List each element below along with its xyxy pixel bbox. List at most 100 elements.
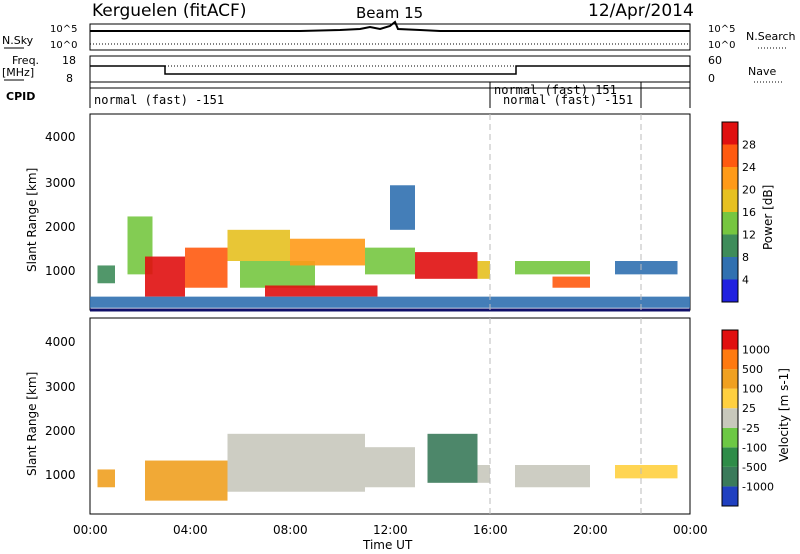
power-echo-region-8 xyxy=(365,247,415,275)
power-echo-region-12 xyxy=(515,261,590,275)
cpid-segment-3: normal (fast) -151 xyxy=(503,93,633,107)
xtick-0800: 08:00 xyxy=(273,523,308,537)
power-colorbar-swatch-0 xyxy=(722,279,738,302)
station-title: Kerguelen (fitACF) xyxy=(92,1,246,21)
velocity-colorbar-swatch-7 xyxy=(722,349,738,370)
power-colorbar-tick: 8 xyxy=(742,251,749,264)
power-echo-region-6 xyxy=(265,285,378,297)
velocity-colorbar-swatch-0 xyxy=(722,486,738,506)
velocity-echo-region-3 xyxy=(365,447,415,488)
beam-title: Beam 15 xyxy=(356,4,423,22)
power-colorbar-tick: 4 xyxy=(742,274,749,287)
freq-tick-bottom: 8 xyxy=(66,72,73,85)
velocity-echo-region-6 xyxy=(515,465,590,488)
velocity-ytick-2000: 2000 xyxy=(45,424,76,438)
velocity-colorbar-tick: -25 xyxy=(742,422,760,435)
power-echo-region-9 xyxy=(415,252,478,279)
power-ytick-3000: 3000 xyxy=(45,176,76,190)
power-echo-region-14 xyxy=(615,261,678,275)
velocity-colorbar-tick: 25 xyxy=(742,402,756,415)
xlabel: Time UT xyxy=(362,538,413,552)
power-colorbar-swatch-3 xyxy=(722,212,738,235)
freq-trace xyxy=(90,65,690,75)
power-colorbar-swatch-4 xyxy=(722,189,738,212)
nsky-label: N.Sky xyxy=(2,34,34,47)
power-colorbar-swatch-2 xyxy=(722,234,738,257)
nsearch-tick-bottom: 10^0 xyxy=(708,40,735,51)
velocity-colorbar-swatch-6 xyxy=(722,369,738,389)
power-colorbar: 4 8 12 16 20 24 28 xyxy=(721,121,756,303)
velocity-colorbar: 1000 500 100 25 -25 -100 -500 -1000 xyxy=(721,329,774,507)
power-echo-region-3 xyxy=(185,247,228,288)
velocity-ytick-1000: 1000 xyxy=(45,468,76,482)
power-echo-region-13 xyxy=(552,276,590,288)
velocity-ylabel: Slant Range [km] xyxy=(25,372,39,476)
velocity-colorbar-swatch-2 xyxy=(722,447,738,467)
nsearch-label: N.Search xyxy=(746,30,796,43)
velocity-ytick-4000: 4000 xyxy=(45,335,76,349)
power-marks xyxy=(90,185,690,308)
power-echo-region-2 xyxy=(145,256,185,297)
velocity-chart: 1000 2000 3000 4000 Slant Range [km] 100… xyxy=(25,317,791,552)
power-ytick-4000: 4000 xyxy=(45,130,76,144)
velocity-echo-region-4 xyxy=(427,433,478,483)
xtick-2000: 20:00 xyxy=(573,523,608,537)
power-echo-region-4 xyxy=(227,229,290,261)
power-colorbar-swatch-7 xyxy=(722,122,738,145)
power-echo-region-7 xyxy=(290,238,365,266)
nave-label: Nave xyxy=(748,65,776,78)
power-colorbar-swatch-5 xyxy=(722,167,738,190)
power-colorbar-label: Power [dB] xyxy=(761,185,775,250)
cpid-label: CPID xyxy=(6,90,35,103)
nsky-tick-bottom: 10^0 xyxy=(50,40,77,51)
xtick-1600: 16:00 xyxy=(473,523,508,537)
nave-tick-top: 60 xyxy=(708,54,722,67)
velocity-echo-region-5 xyxy=(477,465,490,483)
xtick-1200: 12:00 xyxy=(373,523,408,537)
power-ylabel: Slant Range [km] xyxy=(25,168,39,272)
freq-label-2: [MHz] xyxy=(2,66,34,79)
nave-tick-bottom: 0 xyxy=(708,72,715,85)
power-colorbar-tick: 28 xyxy=(742,139,756,152)
velocity-colorbar-swatch-4 xyxy=(722,408,738,428)
xtick-0000-start: 00:00 xyxy=(73,523,108,537)
velocity-colorbar-tick: 1000 xyxy=(742,344,770,357)
cpid-segment-1: normal (fast) -151 xyxy=(94,93,224,107)
power-colorbar-swatch-6 xyxy=(722,144,738,167)
power-colorbar-tick: 24 xyxy=(742,161,756,174)
velocity-colorbar-swatch-1 xyxy=(722,466,738,487)
velocity-echo-region-7 xyxy=(615,465,678,479)
velocity-colorbar-swatch-8 xyxy=(722,330,738,350)
power-echo-region-10 xyxy=(390,185,415,230)
velocity-colorbar-tick: 100 xyxy=(742,383,763,396)
velocity-colorbar-tick: -100 xyxy=(742,441,767,454)
velocity-colorbar-swatch-3 xyxy=(722,427,738,448)
velocity-marks xyxy=(97,433,678,501)
velocity-echo-region-2 xyxy=(227,433,365,492)
power-chart: 1000 2000 3000 4000 Slant Range [km] 4 8 1… xyxy=(25,113,775,312)
power-colorbar-tick: 16 xyxy=(742,206,756,219)
nsky-trace xyxy=(90,20,690,32)
power-colorbar-swatch-1 xyxy=(722,257,738,280)
velocity-colorbar-tick: -500 xyxy=(742,461,767,474)
cpid-segment-2: normal (fast) 151 xyxy=(494,83,617,97)
nsky-panel: N.Sky 10^5 10^0 10^5 10^0 N.Search xyxy=(2,20,796,51)
velocity-echo-region-1 xyxy=(145,460,228,501)
velocity-colorbar-swatch-5 xyxy=(722,388,738,409)
power-ytick-2000: 2000 xyxy=(45,220,76,234)
power-echo-region-15 xyxy=(90,296,690,308)
date-title: 12/Apr/2014 xyxy=(588,1,694,21)
velocity-colorbar-tick: -1000 xyxy=(742,480,774,493)
freq-panel: Freq. [MHz] 18 8 60 0 Nave xyxy=(2,54,784,85)
velocity-plot-frame xyxy=(89,317,691,515)
nsky-tick-top: 10^5 xyxy=(50,24,77,35)
velocity-ytick-3000: 3000 xyxy=(45,380,76,394)
xtick-0000-end: 00:00 xyxy=(673,523,708,537)
velocity-colorbar-label: Velocity [m s-1] xyxy=(777,368,791,462)
cpid-panel: CPID normal (fast) -151 normal (fast) 15… xyxy=(6,82,691,108)
power-colorbar-tick: 12 xyxy=(742,229,756,242)
freq-label-1: Freq. xyxy=(12,54,39,67)
velocity-echo-region-0 xyxy=(97,469,115,488)
power-colorbar-tick: 20 xyxy=(742,184,756,197)
